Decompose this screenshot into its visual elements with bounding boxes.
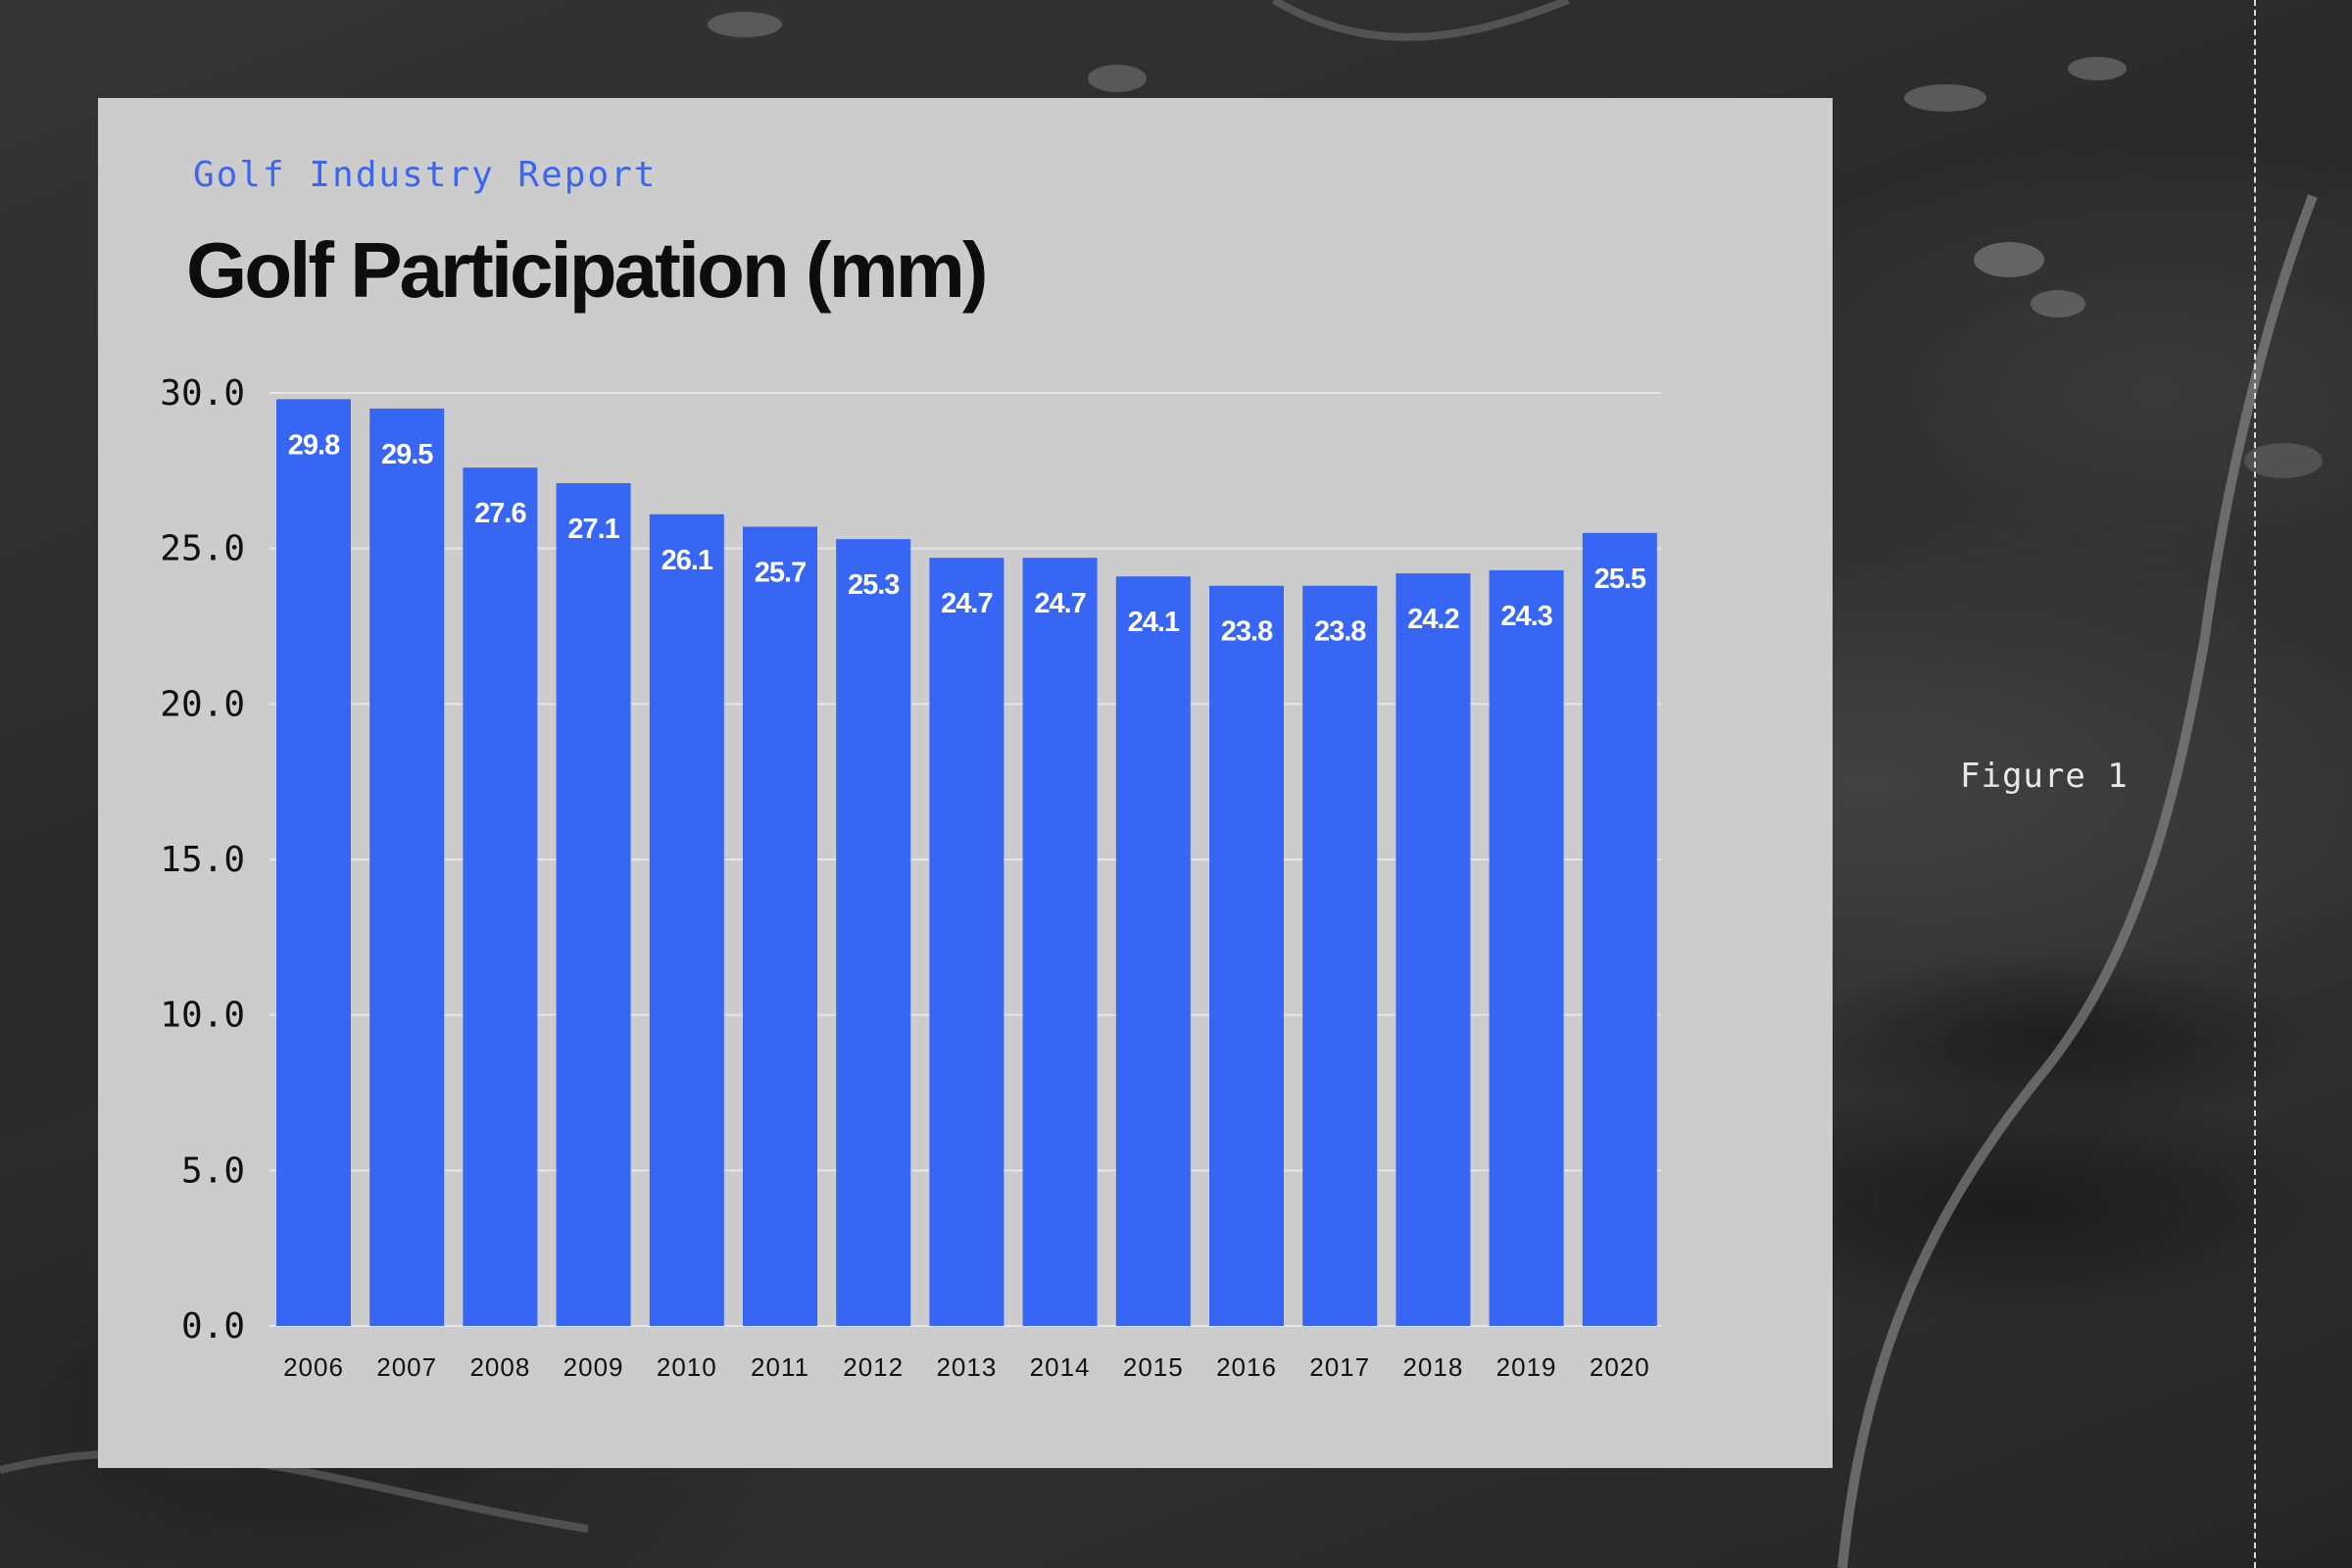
y-tick-label: 15.0	[160, 840, 245, 880]
x-tick-label: 2013	[936, 1352, 997, 1382]
x-tick-label: 2015	[1123, 1352, 1184, 1382]
bar	[1302, 585, 1378, 1326]
bar	[463, 467, 538, 1326]
report-eyebrow: Golf Industry Report	[193, 155, 658, 195]
bar-value-label: 24.7	[1034, 588, 1085, 619]
x-axis-ticks: 2006 2007 2008 2009 2010 2011 2012 2013 2014 2015…	[283, 1352, 1650, 1382]
bar-value-label: 29.8	[288, 429, 340, 461]
bars	[276, 399, 1657, 1326]
bar	[369, 408, 445, 1326]
figure-label: Figure 1	[1960, 757, 2129, 796]
x-tick-label: 2010	[657, 1352, 717, 1382]
bar	[929, 558, 1004, 1326]
bar	[276, 399, 351, 1326]
bar-value-label: 24.7	[941, 588, 992, 619]
y-tick-label: 25.0	[160, 529, 245, 569]
bar	[1582, 532, 1657, 1326]
y-tick-label: 30.0	[160, 373, 245, 414]
bar-value-label: 26.1	[662, 545, 713, 576]
bar-value-label: 24.1	[1128, 607, 1180, 638]
bar	[743, 526, 817, 1326]
bar-value-label: 23.8	[1221, 616, 1273, 648]
bar	[556, 483, 631, 1326]
bar-chart: 0.05.010.015.020.025.030.0 29.8 29.527.6 2…	[160, 373, 1661, 1382]
y-tick-label: 20.0	[160, 684, 245, 724]
x-tick-label: 2008	[469, 1352, 530, 1382]
bar-value-labels: 29.8 29.5 27.6 27.1 26.1 25.7 25.3 24.7 24.7 24.1…	[288, 429, 1647, 648]
bar	[1115, 576, 1191, 1326]
x-tick-label: 2016	[1216, 1352, 1277, 1382]
bar	[836, 539, 911, 1326]
bar-value-label: 27.1	[567, 514, 619, 545]
dashed-divider-line	[2254, 0, 2256, 1568]
x-tick-label: 2009	[564, 1352, 624, 1382]
x-tick-label: 2011	[751, 1352, 809, 1382]
bar	[1396, 573, 1471, 1326]
bar	[1489, 569, 1564, 1326]
x-tick-label: 2007	[376, 1352, 437, 1382]
x-tick-label: 2012	[843, 1352, 904, 1382]
bar-value-label: 25.5	[1594, 564, 1646, 595]
x-tick-label: 2018	[1402, 1352, 1463, 1382]
y-tick-label: 10.0	[160, 996, 245, 1036]
y-tick-label: 5.0	[181, 1151, 245, 1191]
bar	[1209, 585, 1284, 1326]
bar-value-label: 23.8	[1314, 616, 1366, 648]
x-tick-label: 2006	[283, 1352, 344, 1382]
chart-card: Golf Industry Report Golf Participation …	[98, 98, 1833, 1468]
bar-value-label: 25.7	[755, 557, 806, 588]
bar-value-label: 27.6	[474, 498, 526, 529]
bar-value-label: 24.2	[1407, 604, 1458, 635]
x-tick-label: 2019	[1496, 1352, 1557, 1382]
bar-value-label: 25.3	[848, 569, 900, 601]
chart-title: Golf Participation (mm)	[186, 226, 988, 314]
x-tick-label: 2020	[1590, 1352, 1650, 1382]
bar	[1022, 558, 1098, 1326]
bar-value-label: 29.5	[381, 439, 433, 470]
x-tick-label: 2014	[1030, 1352, 1091, 1382]
y-axis-ticks: 0.0 5.0 10.0 15.0 20.0 25.0 30.0	[160, 373, 245, 1347]
x-tick-label: 2017	[1309, 1352, 1370, 1382]
bar-value-label: 24.3	[1500, 601, 1552, 632]
bar	[649, 514, 724, 1326]
y-tick-label: 0.0	[181, 1306, 245, 1347]
